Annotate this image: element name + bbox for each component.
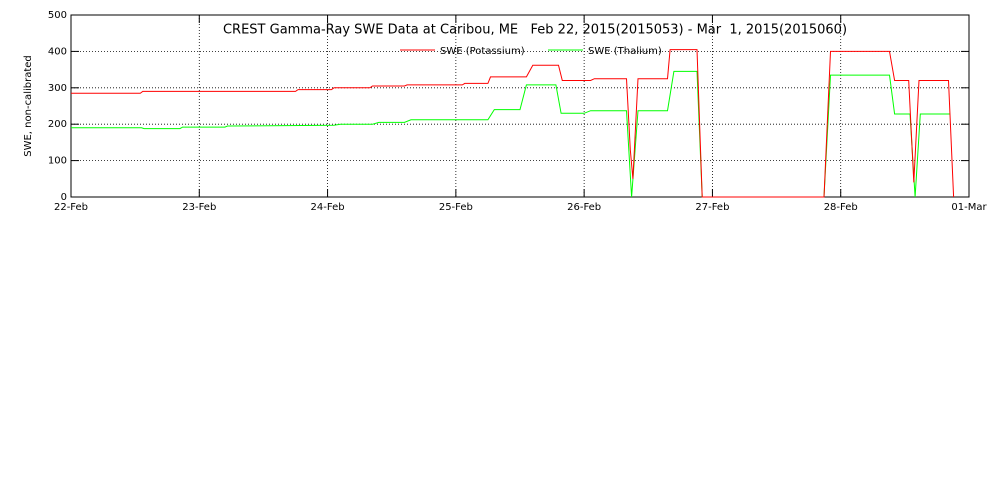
x-tick-label: 24-Feb — [311, 202, 345, 213]
x-tick-label: 23-Feb — [182, 202, 216, 213]
y-tick-label: 100 — [48, 156, 67, 167]
plot-frame — [70, 14, 970, 198]
x-tick-label: 22-Feb — [54, 202, 88, 213]
legend-label: SWE (Thalium) — [588, 46, 662, 57]
y-tick-label: 200 — [48, 119, 67, 130]
y-tick-label: 500 — [48, 10, 67, 21]
x-tick-label: 28-Feb — [824, 202, 858, 213]
data-line — [71, 70, 950, 198]
x-tick-label: 25-Feb — [439, 202, 473, 213]
chart-title: CREST Gamma-Ray SWE Data at Caribou, ME … — [223, 23, 847, 38]
y-tick-label: 0 — [61, 192, 67, 203]
y-axis-label: SWE, non-calibrated — [23, 55, 34, 157]
y-tick-label: 400 — [48, 46, 67, 57]
data-line — [71, 49, 955, 198]
legend-label: SWE (Potassium) — [440, 46, 525, 57]
x-tick-label: 26-Feb — [567, 202, 601, 213]
x-tick-label: 27-Feb — [695, 202, 729, 213]
y-tick-label: 300 — [48, 83, 67, 94]
x-tick-label: 01-Mar — [951, 202, 987, 213]
